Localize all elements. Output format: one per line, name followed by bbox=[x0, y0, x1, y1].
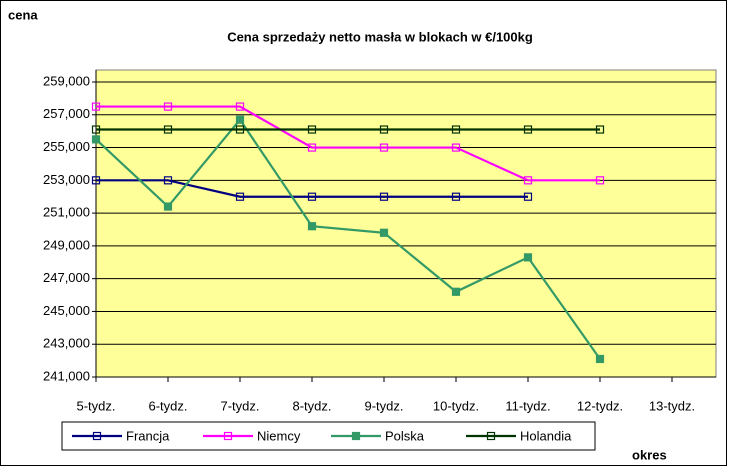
marker bbox=[91, 102, 101, 111]
marker bbox=[92, 431, 102, 441]
x-tick-label: 13-tydz. bbox=[649, 398, 695, 413]
y-tick-label: 247,000 bbox=[43, 270, 90, 285]
marker bbox=[379, 125, 389, 134]
y-tick-label: 245,000 bbox=[43, 303, 90, 318]
y-tick-label: 251,000 bbox=[43, 205, 90, 220]
marker bbox=[307, 125, 317, 134]
marker bbox=[235, 102, 245, 111]
x-tick-label: 7-tydz. bbox=[220, 398, 259, 413]
marker bbox=[307, 222, 317, 231]
marker bbox=[223, 431, 233, 441]
marker bbox=[451, 125, 461, 134]
plot-area bbox=[95, 69, 717, 378]
series-line bbox=[96, 105, 600, 182]
y-tick-label: 249,000 bbox=[43, 237, 90, 252]
marker bbox=[307, 192, 317, 201]
marker bbox=[451, 143, 461, 152]
marker bbox=[163, 125, 173, 134]
marker bbox=[523, 176, 533, 185]
marker bbox=[451, 192, 461, 201]
marker bbox=[379, 192, 389, 201]
marker bbox=[523, 253, 533, 262]
legend-label: Niemcy bbox=[257, 428, 301, 443]
marker bbox=[451, 287, 461, 296]
legend-label: Holandia bbox=[520, 428, 572, 443]
x-tick-label: 5-tydz. bbox=[76, 398, 115, 413]
marker bbox=[307, 143, 317, 152]
marker bbox=[595, 176, 605, 185]
y-axis-label: cena bbox=[8, 7, 38, 22]
y-tick-label: 253,000 bbox=[43, 172, 90, 187]
marker bbox=[595, 125, 605, 134]
marker bbox=[379, 143, 389, 152]
marker bbox=[379, 228, 389, 237]
y-tick-label: 255,000 bbox=[43, 139, 90, 154]
x-tick-label: 8-tydz. bbox=[292, 398, 331, 413]
marker bbox=[351, 431, 361, 441]
legend-label: Polska bbox=[385, 428, 425, 443]
legend-label: Francja bbox=[126, 428, 170, 443]
x-tick-label: 9-tydz. bbox=[364, 398, 403, 413]
marker bbox=[91, 125, 101, 134]
marker bbox=[163, 102, 173, 111]
marker bbox=[91, 176, 101, 185]
marker bbox=[486, 431, 496, 441]
y-tick-label: 243,000 bbox=[43, 336, 90, 351]
x-tick-label: 12-tydz. bbox=[577, 398, 623, 413]
marker bbox=[235, 115, 245, 124]
x-axis-label: okres bbox=[632, 447, 667, 462]
series-line bbox=[95, 117, 601, 360]
marker bbox=[91, 135, 101, 144]
marker bbox=[595, 354, 605, 364]
y-tick-label: 259,000 bbox=[43, 73, 90, 88]
chart-title: Cena sprzedaży netto masła w blokach w €… bbox=[227, 29, 533, 44]
marker bbox=[163, 202, 173, 211]
series-line bbox=[96, 179, 528, 198]
marker bbox=[163, 176, 173, 185]
marker bbox=[523, 192, 533, 201]
marker bbox=[235, 192, 245, 201]
marker bbox=[235, 125, 245, 134]
y-tick-label: 257,000 bbox=[43, 106, 90, 121]
y-tick-label: 241,000 bbox=[43, 368, 90, 383]
marker bbox=[523, 125, 533, 134]
x-tick-label: 11-tydz. bbox=[505, 398, 550, 413]
x-tick-label: 10-tydz. bbox=[433, 398, 479, 413]
x-tick-label: 6-tydz. bbox=[148, 398, 187, 413]
